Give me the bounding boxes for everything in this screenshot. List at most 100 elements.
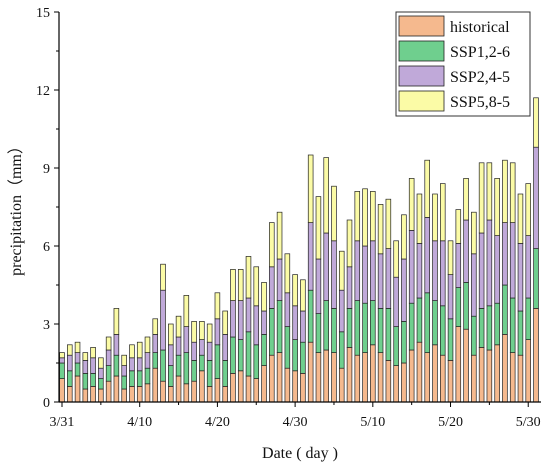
- bar-segment-1-day-28: [269, 354, 275, 403]
- bar-segment-3-day-42: [377, 253, 384, 309]
- bar-segment-2-day-5: [90, 373, 96, 387]
- bar-segment-2-day-52: [455, 287, 462, 327]
- bar-segment-1-day-10: [129, 386, 135, 403]
- bar-segment-1-day-31: [292, 370, 298, 403]
- bar-segment-4-day-27: [261, 282, 267, 312]
- x-tick-label: 4/30: [283, 415, 308, 430]
- bar-segment-3-day-1: [59, 357, 65, 364]
- bar-segment-3-day-27: [261, 310, 267, 335]
- bar-segment-4-day-10: [129, 344, 135, 359]
- bar-segment-1-day-20: [206, 386, 213, 403]
- bar-segment-2-day-35: [323, 300, 329, 351]
- bar-segment-3-day-35: [323, 232, 329, 301]
- bar-segment-2-day-54: [471, 315, 477, 356]
- bar-segment-2-day-29: [276, 300, 283, 353]
- bar-segment-3-day-56: [486, 219, 493, 307]
- x-tick-label: 4/20: [205, 415, 230, 430]
- bar-segment-4-day-26: [253, 266, 260, 307]
- bar-segment-3-day-22: [222, 334, 228, 361]
- bar-segment-4-day-37: [338, 250, 345, 291]
- bar-segment-4-day-60: [517, 193, 524, 244]
- y-tick-label: 15: [36, 6, 50, 21]
- bar-segment-4-day-57: [494, 178, 500, 236]
- bar-segment-4-day-32: [300, 279, 306, 312]
- bar-segment-1-day-52: [455, 326, 462, 403]
- bar-segment-1-day-57: [494, 344, 500, 403]
- bar-segment-1-day-43: [385, 360, 392, 403]
- bar-segment-4-day-31: [292, 274, 298, 307]
- bar-segment-4-day-48: [424, 159, 430, 218]
- bar-segment-4-day-28: [269, 222, 275, 268]
- bar-segment-2-day-8: [113, 354, 120, 377]
- bar-segment-3-day-9: [121, 365, 127, 377]
- bar-segment-4-day-53: [463, 178, 469, 221]
- bar-segment-2-day-16: [175, 354, 182, 377]
- bar-segment-3-day-8: [113, 334, 120, 356]
- x-tick-label: 5/10: [360, 415, 385, 430]
- bar-segment-4-day-47: [416, 193, 423, 244]
- bar-segment-3-day-13: [152, 334, 159, 353]
- bar-segment-4-day-41: [370, 191, 376, 242]
- bar-segment-4-day-39: [354, 191, 361, 242]
- bar-segment-1-day-38: [346, 347, 353, 403]
- bar-segment-4-day-3: [74, 341, 81, 353]
- x-tick-label: 5/30: [516, 415, 541, 430]
- bar-segment-3-day-24: [237, 300, 244, 340]
- bar-segment-2-day-31: [292, 339, 298, 372]
- bar-segment-2-day-19: [199, 354, 205, 372]
- bar-segment-3-day-6: [98, 367, 104, 379]
- bar-segment-3-day-26: [253, 305, 260, 346]
- bar-segment-4-day-25: [245, 256, 252, 299]
- bar-segment-1-day-26: [253, 378, 260, 403]
- bar-segment-4-day-14: [160, 263, 166, 291]
- legend-swatch: [398, 90, 445, 112]
- bar-segment-3-day-31: [292, 305, 298, 340]
- bar-segment-3-day-4: [82, 360, 89, 374]
- bar-segment-2-day-2: [67, 370, 73, 387]
- bar-segment-3-day-47: [416, 243, 423, 299]
- bar-segment-2-day-25: [245, 331, 252, 377]
- bar-segment-1-day-59: [509, 352, 516, 403]
- bar-segment-2-day-51: [447, 318, 454, 361]
- bar-segment-3-day-49: [432, 240, 438, 301]
- bar-segment-4-day-22: [222, 310, 228, 335]
- bar-segment-1-day-15: [168, 386, 174, 403]
- bar-segment-1-day-18: [191, 380, 197, 403]
- bar-segment-1-day-30: [284, 367, 291, 403]
- bar-segment-3-day-38: [346, 266, 353, 309]
- bar-segment-1-day-55: [478, 347, 485, 403]
- bar-segment-2-day-21: [214, 344, 221, 379]
- bar-segment-3-day-14: [160, 289, 166, 351]
- bar-segment-1-day-62: [533, 308, 539, 403]
- bar-segment-2-day-12: [144, 367, 151, 385]
- bar-segment-2-day-34: [315, 313, 322, 353]
- bar-segment-1-day-53: [463, 328, 469, 403]
- bar-segment-2-day-38: [346, 308, 353, 348]
- legend-label: historical: [450, 19, 510, 36]
- bar-segment-2-day-37: [338, 331, 345, 369]
- bar-segment-3-day-46: [408, 230, 415, 304]
- bar-segment-2-day-55: [478, 308, 485, 348]
- bar-segment-3-day-45: [401, 258, 407, 322]
- bar-segment-4-day-24: [237, 269, 244, 301]
- bar-segment-4-day-40: [362, 188, 368, 247]
- bar-segment-1-day-36: [331, 352, 337, 403]
- bar-segment-2-day-47: [416, 297, 423, 343]
- y-tick-label: 6: [43, 240, 50, 255]
- legend-swatch: [398, 15, 445, 37]
- bar-segment-4-day-19: [199, 321, 205, 340]
- bar-segment-3-day-39: [354, 240, 361, 301]
- bar-segment-3-day-55: [478, 232, 485, 309]
- bar-segment-2-day-3: [74, 362, 81, 377]
- bar-segment-2-day-59: [509, 297, 516, 353]
- bar-segment-1-day-58: [502, 334, 508, 403]
- bar-segment-4-day-11: [136, 341, 143, 359]
- bar-segment-2-day-24: [237, 339, 244, 372]
- legend-label: SSP5,8-5: [450, 94, 510, 111]
- bar-segment-1-day-29: [276, 352, 283, 403]
- bar-segment-3-day-34: [315, 258, 322, 314]
- bar-segment-1-day-39: [354, 354, 361, 403]
- bar-segment-1-day-61: [525, 339, 531, 403]
- bar-segment-2-day-41: [370, 300, 376, 346]
